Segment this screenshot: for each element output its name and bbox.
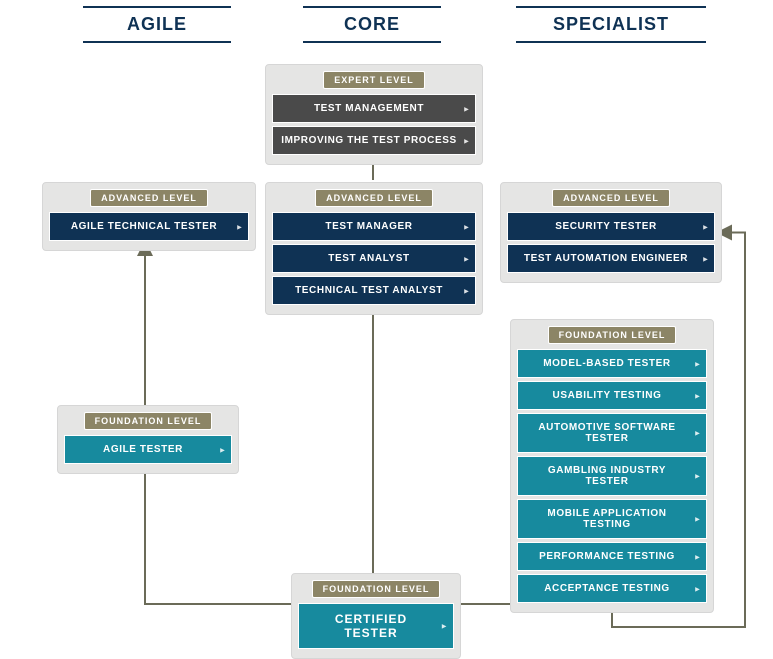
cert-item[interactable]: TEST MANAGEMENT▸ — [272, 94, 476, 123]
chevron-right-icon: ▸ — [464, 136, 469, 145]
cert-item[interactable]: AGILE TESTER▸ — [64, 435, 232, 464]
column-header-specialist: SPECIALIST — [516, 6, 706, 43]
card-core_expert: EXPERT LEVEL TEST MANAGEMENT▸ IMPROVING TH… — [265, 64, 483, 165]
cert-item[interactable]: TEST MANAGER▸ — [272, 212, 476, 241]
cert-item[interactable]: SECURITY TESTER▸ — [507, 212, 715, 241]
cert-item[interactable]: CERTIFIED TESTER▸ — [298, 603, 454, 649]
level-tag: FOUNDATION LEVEL — [548, 326, 677, 344]
chevron-right-icon: ▸ — [695, 515, 700, 524]
chevron-right-icon: ▸ — [464, 222, 469, 231]
chevron-right-icon: ▸ — [695, 552, 700, 561]
level-tag: ADVANCED LEVEL — [90, 189, 208, 207]
cert-item[interactable]: TEST AUTOMATION ENGINEER▸ — [507, 244, 715, 273]
level-tag: ADVANCED LEVEL — [552, 189, 670, 207]
chevron-right-icon: ▸ — [464, 104, 469, 113]
level-tag: EXPERT LEVEL — [323, 71, 425, 89]
chevron-right-icon: ▸ — [695, 391, 700, 400]
chevron-right-icon: ▸ — [237, 222, 242, 231]
cert-item[interactable]: USABILITY TESTING▸ — [517, 381, 707, 410]
cert-item[interactable]: ACCEPTANCE TESTING▸ — [517, 574, 707, 603]
level-tag: ADVANCED LEVEL — [315, 189, 433, 207]
card-core_found: FOUNDATION LEVEL CERTIFIED TESTER▸ — [291, 573, 461, 659]
card-core_adv: ADVANCED LEVEL TEST MANAGER▸ TEST ANALYST▸… — [265, 182, 483, 315]
cert-item[interactable]: GAMBLING INDUSTRY TESTER▸ — [517, 456, 707, 496]
card-spec_found: FOUNDATION LEVEL MODEL-BASED TESTER▸ USABI… — [510, 319, 714, 613]
cert-item[interactable]: TECHNICAL TEST ANALYST▸ — [272, 276, 476, 305]
chevron-right-icon: ▸ — [695, 429, 700, 438]
column-header-core: CORE — [303, 6, 441, 43]
chevron-right-icon: ▸ — [442, 622, 447, 631]
cert-item[interactable]: MODEL-BASED TESTER▸ — [517, 349, 707, 378]
chevron-right-icon: ▸ — [703, 254, 708, 263]
level-tag: FOUNDATION LEVEL — [312, 580, 441, 598]
card-agile_found: FOUNDATION LEVEL AGILE TESTER▸ — [57, 405, 239, 474]
cert-item[interactable]: IMPROVING THE TEST PROCESS▸ — [272, 126, 476, 155]
level-tag: FOUNDATION LEVEL — [84, 412, 213, 430]
cert-item[interactable]: AGILE TECHNICAL TESTER▸ — [49, 212, 249, 241]
column-header-agile: AGILE — [83, 6, 231, 43]
cert-item[interactable]: TEST ANALYST▸ — [272, 244, 476, 273]
chevron-right-icon: ▸ — [464, 254, 469, 263]
chevron-right-icon: ▸ — [703, 222, 708, 231]
chevron-right-icon: ▸ — [695, 584, 700, 593]
chevron-right-icon: ▸ — [695, 359, 700, 368]
cert-item[interactable]: AUTOMOTIVE SOFTWARE TESTER▸ — [517, 413, 707, 453]
chevron-right-icon: ▸ — [220, 445, 225, 454]
cert-item[interactable]: PERFORMANCE TESTING▸ — [517, 542, 707, 571]
card-agile_adv: ADVANCED LEVEL AGILE TECHNICAL TESTER▸ — [42, 182, 256, 251]
cert-item[interactable]: MOBILE APPLICATION TESTING▸ — [517, 499, 707, 539]
card-spec_adv: ADVANCED LEVEL SECURITY TESTER▸ TEST AUTOM… — [500, 182, 722, 283]
chevron-right-icon: ▸ — [464, 286, 469, 295]
chevron-right-icon: ▸ — [695, 472, 700, 481]
